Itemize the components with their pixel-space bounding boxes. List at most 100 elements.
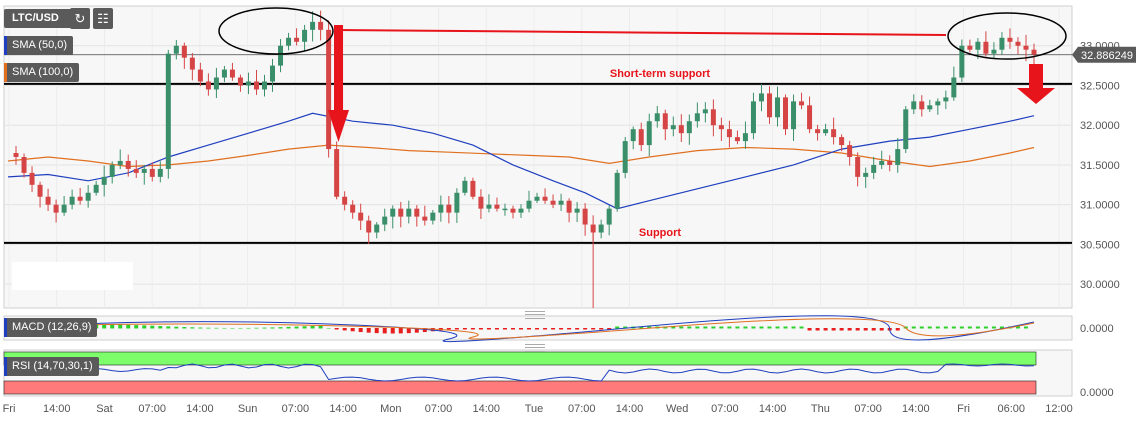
- sma50-legend[interactable]: SMA (50,0): [4, 36, 74, 55]
- candle-body: [935, 101, 941, 106]
- macd-histogram-bar: [671, 326, 676, 329]
- candle-body: [390, 208, 396, 217]
- candle-body: [462, 180, 468, 193]
- candle-body: [205, 81, 211, 90]
- macd-histogram-bar: [166, 326, 171, 329]
- macd-histogram-bar: [150, 325, 155, 329]
- candle-body: [510, 208, 516, 213]
- candle-body: [750, 101, 756, 134]
- macd-histogram-bar: [246, 327, 251, 329]
- macd-histogram-bar: [879, 328, 884, 331]
- candle-body: [502, 208, 508, 211]
- rsi-legend[interactable]: RSI (14,70,30,1): [4, 357, 99, 376]
- macd-histogram-bar: [478, 328, 483, 330]
- macd-histogram-bar: [494, 328, 499, 330]
- macd-histogram-bar: [535, 328, 540, 330]
- macd-histogram-bar: [783, 326, 788, 329]
- macd-histogram-bar: [230, 327, 235, 329]
- candle-body: [286, 37, 292, 46]
- macd-histogram-bar: [799, 326, 804, 329]
- candle-body: [799, 101, 805, 106]
- macd-legend[interactable]: MACD (12,26,9): [4, 318, 98, 337]
- time-tick-label: 12:00: [1045, 403, 1073, 415]
- sma50-legend-label: SMA (50,0): [12, 39, 68, 51]
- macd-histogram-bar: [983, 326, 988, 329]
- candle-body: [726, 129, 732, 138]
- rsi-resize-handle[interactable]: [525, 344, 545, 352]
- candle-body: [678, 125, 684, 134]
- macd-histogram-bar: [1015, 326, 1020, 329]
- macd-histogram-bar: [727, 326, 732, 329]
- macd-histogram-bar: [743, 326, 748, 329]
- time-tick-label: 07:00: [425, 403, 453, 415]
- macd-histogram-bar: [110, 324, 115, 329]
- macd-histogram-bar: [174, 326, 179, 329]
- rsi-overbought-zone: [3, 351, 1037, 366]
- sma50-path: [7, 112, 1035, 210]
- macd-histogram-bar: [951, 326, 956, 329]
- price-tick-label: 31.5000: [1080, 160, 1120, 172]
- indicators-icon[interactable]: ☷: [93, 8, 113, 29]
- macd-histogram-bar: [999, 326, 1004, 329]
- candle-body: [710, 109, 716, 126]
- candle-body: [213, 77, 219, 90]
- candle-body: [326, 29, 332, 150]
- candle-body: [37, 184, 43, 197]
- macd-histogram-bar: [414, 328, 419, 333]
- sma100-legend[interactable]: SMA (100,0): [4, 63, 80, 82]
- candle-body: [245, 81, 251, 86]
- price-tick-label: 32.0000: [1080, 120, 1120, 132]
- macd-histogram-bar: [302, 326, 307, 329]
- candle-body: [550, 200, 556, 205]
- candle-body: [374, 224, 380, 233]
- candle-body: [13, 153, 19, 157]
- highlight-ellipse-left: [218, 7, 334, 55]
- sma100-legend-label: SMA (100,0): [12, 66, 74, 78]
- candle-body: [141, 168, 147, 173]
- price-tick-label: 32.5000: [1080, 80, 1120, 92]
- macd-histogram-bar: [679, 326, 684, 329]
- time-tick-label: Fri: [3, 403, 16, 415]
- candle-body: [149, 168, 155, 177]
- candle-body: [414, 208, 420, 217]
- candle-body: [197, 69, 203, 82]
- rsi-panel: 0.0000: [3, 351, 1114, 399]
- candle-body: [221, 69, 227, 78]
- macd-histogram-bar: [703, 326, 708, 329]
- macd-histogram-bar: [222, 327, 227, 329]
- candle-body: [694, 113, 700, 122]
- macd-histogram-bar: [895, 328, 900, 331]
- price-tick-label: 30.5000: [1080, 239, 1120, 251]
- candle-body: [582, 208, 588, 225]
- macd-histogram-bar: [815, 328, 820, 331]
- candle-body: [670, 125, 676, 130]
- candle-body: [454, 192, 460, 213]
- candle-body: [93, 184, 99, 193]
- candle-body: [999, 37, 1005, 50]
- candle-body: [430, 212, 436, 221]
- candle-body: [887, 160, 893, 165]
- refresh-icon[interactable]: ↻: [70, 8, 90, 29]
- candle-body: [927, 105, 933, 110]
- resistance-line: [334, 29, 947, 36]
- candle-body: [863, 172, 869, 177]
- macd-resize-handle[interactable]: [525, 311, 545, 319]
- macd-histogram-bar: [358, 328, 363, 333]
- candle-body: [911, 101, 917, 110]
- time-tick-label: 07:00: [282, 403, 310, 415]
- candle-body: [342, 196, 348, 205]
- candle-body: [494, 204, 500, 209]
- candle-body: [951, 77, 957, 98]
- candle-body: [943, 97, 949, 102]
- symbol-label[interactable]: LTC/USD: [4, 9, 72, 28]
- candle-body: [919, 101, 925, 110]
- candle-body: [534, 196, 540, 201]
- candle-body: [470, 180, 476, 197]
- price-axis: 33.000032.500032.000031.500031.000030.50…: [1072, 41, 1136, 291]
- macd-histogram-bar: [342, 328, 347, 331]
- candle-body: [959, 45, 965, 78]
- candle-body: [133, 168, 139, 173]
- macd-histogram-bar: [158, 326, 163, 329]
- macd-histogram-bar: [334, 328, 339, 330]
- macd-histogram-bar: [575, 328, 580, 330]
